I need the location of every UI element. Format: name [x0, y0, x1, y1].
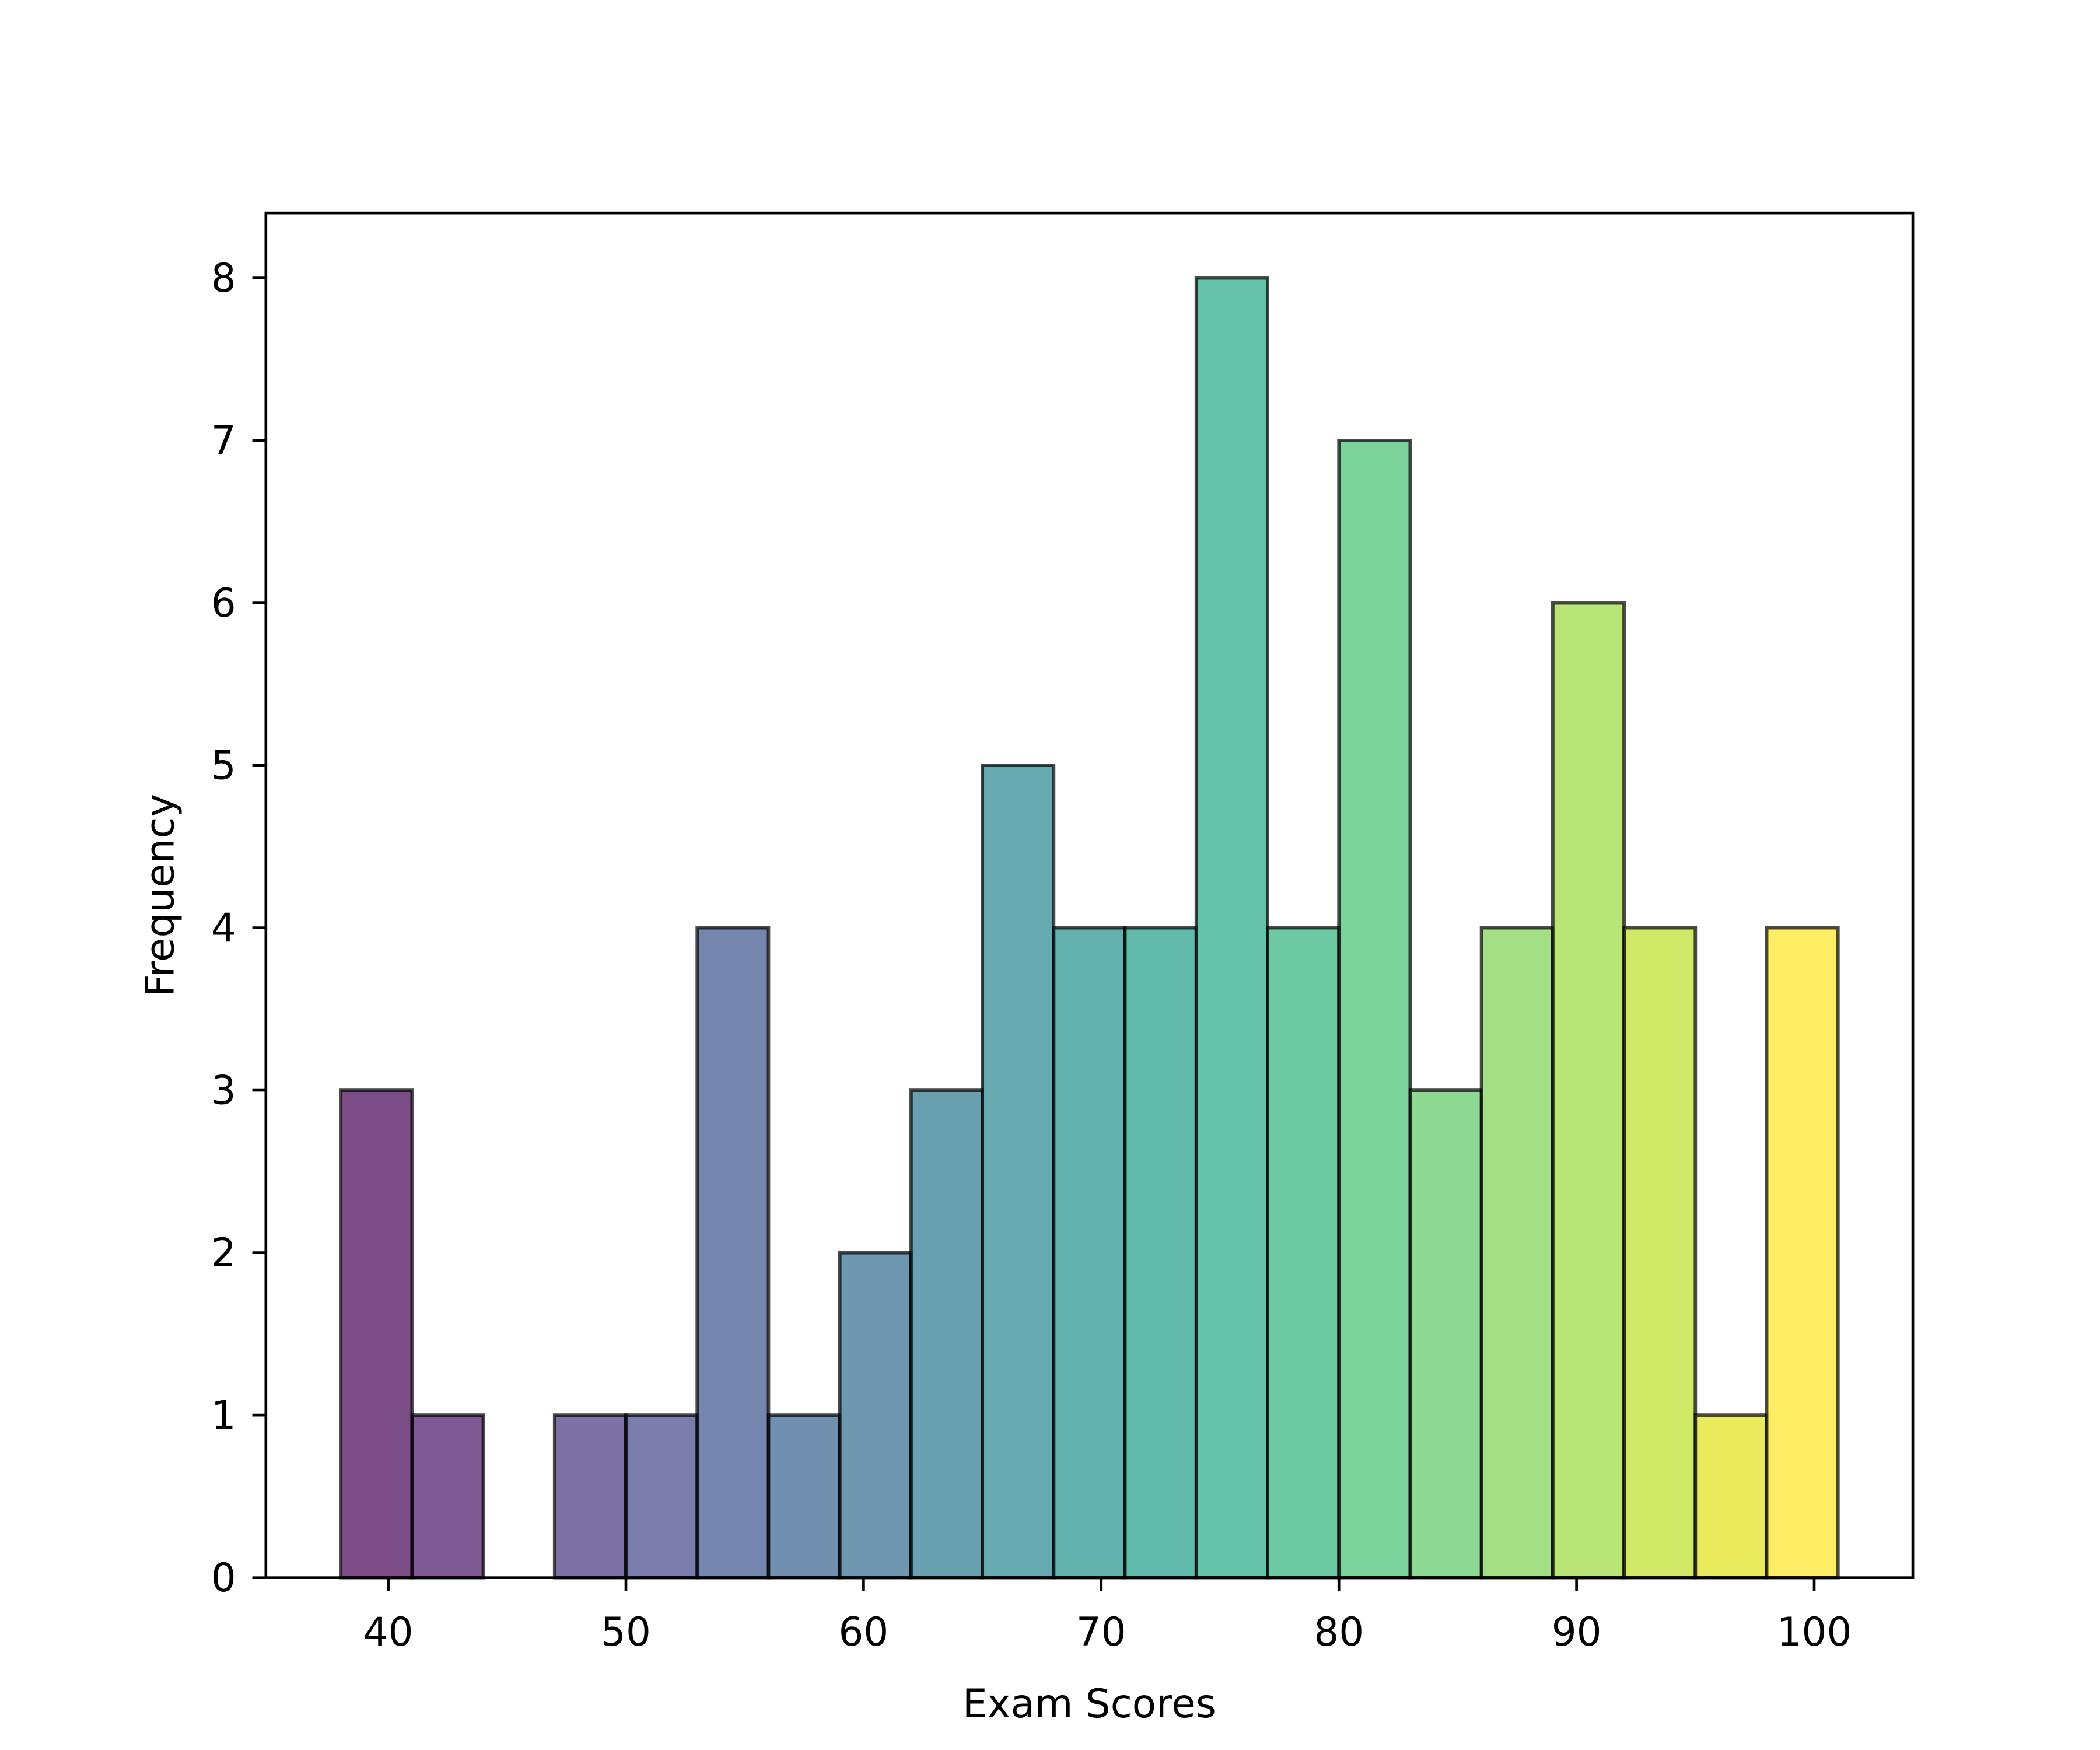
histogram-bar — [1622, 926, 1698, 1580]
y-tick-label: 0 — [211, 1555, 236, 1601]
y-tick-label: 5 — [211, 742, 236, 788]
x-tick-label: 50 — [601, 1609, 651, 1655]
x-tick-label: 70 — [1076, 1609, 1126, 1655]
x-axis-ticks: 40 50 60 70 80 90 100 — [363, 1577, 1852, 1655]
y-tick-label: 6 — [211, 580, 236, 626]
y-axis-ticks: 0 1 2 3 4 5 6 7 8 — [211, 255, 266, 1601]
histogram-bar — [1337, 439, 1412, 1580]
x-tick-label: 100 — [1777, 1609, 1852, 1655]
x-axis-label: Exam Scores — [963, 1681, 1216, 1727]
y-tick-label: 4 — [211, 905, 236, 951]
y-tick-label: 8 — [211, 255, 236, 301]
histogram-bar — [1052, 926, 1127, 1580]
histogram-bar — [1479, 926, 1555, 1580]
histogram-bar — [1693, 1413, 1769, 1580]
x-tick-label: 80 — [1314, 1609, 1364, 1655]
histogram-bar — [981, 764, 1056, 1580]
histogram-bar — [1266, 926, 1341, 1580]
y-tick-label: 3 — [211, 1067, 236, 1113]
y-tick-label: 1 — [211, 1392, 236, 1438]
x-tick-label: 40 — [363, 1609, 414, 1655]
histogram-bar — [909, 1088, 985, 1580]
histogram-bar — [1550, 601, 1626, 1580]
y-tick-label: 7 — [211, 417, 236, 463]
histogram-bar — [695, 926, 771, 1580]
bars — [339, 276, 1840, 1580]
x-tick-label: 60 — [839, 1609, 889, 1655]
histogram-bar — [766, 1413, 842, 1580]
histogram-bar — [410, 1413, 485, 1580]
histogram-bar — [552, 1413, 628, 1580]
histogram-bar — [1123, 926, 1198, 1580]
histogram-bar — [624, 1413, 699, 1580]
histogram-bar — [339, 1088, 414, 1580]
histogram-bar — [1194, 276, 1269, 1580]
histogram-bar — [1408, 1088, 1483, 1580]
plot-frame — [264, 211, 1915, 1579]
y-tick-label: 2 — [211, 1230, 236, 1276]
histogram-bar — [838, 1251, 913, 1580]
y-axis-label: Frequency — [137, 794, 183, 997]
histogram-bar — [1765, 926, 1840, 1580]
x-tick-label: 90 — [1552, 1609, 1602, 1655]
